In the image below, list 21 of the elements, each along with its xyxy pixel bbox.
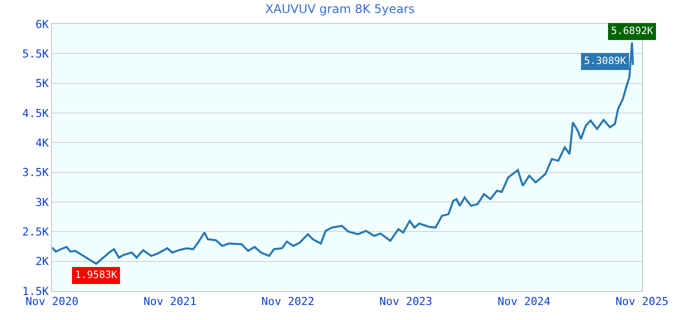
x-tick-label: Nov 2025 [616, 295, 668, 308]
y-tick-label: 5K [36, 77, 50, 90]
chart-title: XAUVUV gram 8K 5years [265, 2, 415, 16]
y-tick-label: 5.5K [22, 48, 50, 61]
y-tick-label: 2K [36, 255, 50, 268]
y-tick-label: 3K [36, 196, 50, 209]
x-tick-label: Nov 2022 [261, 295, 314, 308]
y-tick-label: 2.5K [22, 226, 50, 239]
x-tick-label: Nov 2020 [26, 295, 78, 308]
x-tick-label: Nov 2023 [379, 295, 432, 308]
y-tick-label: 1.5K [22, 284, 50, 298]
x-tick-label: Nov 2024 [498, 295, 551, 308]
y-tick-label: 4K [36, 136, 50, 150]
annotation: 5.6892K [611, 26, 654, 37]
annotation: 1.9583K [75, 270, 118, 281]
y-tick-label: 3.5K [22, 166, 50, 180]
y-tick-label: 6K [36, 18, 50, 31]
line-series [52, 41, 634, 265]
y-tick-label: 4.5K [22, 106, 50, 120]
x-tick-label: Nov 2021 [143, 295, 196, 308]
annotation: 5.3089K [584, 56, 626, 67]
